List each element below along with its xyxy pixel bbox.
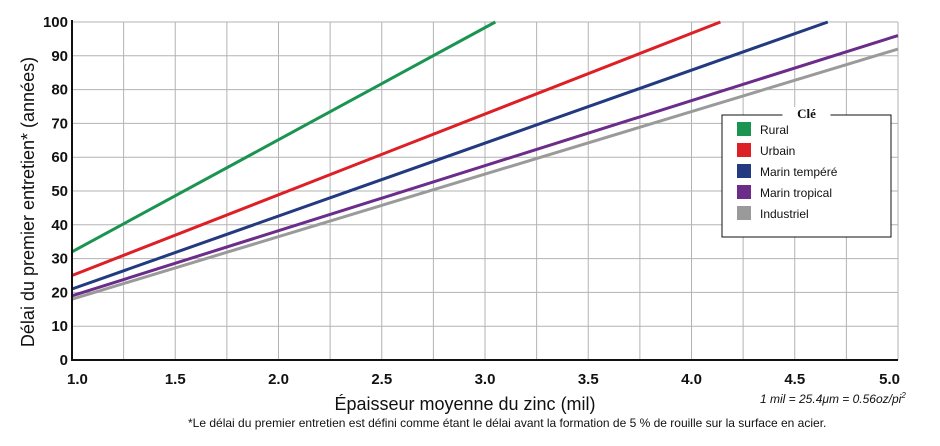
legend-swatch <box>737 185 751 199</box>
series-line-rural <box>71 20 497 254</box>
y-tick-labels: 0 10 20 30 40 50 60 70 80 90 100 <box>43 14 68 369</box>
legend-title-background <box>782 107 831 121</box>
legend-swatch <box>737 206 751 220</box>
x-tick-labels: 1.0 1.5 2.0 2.5 3.0 3.5 4.0 4.5 5.0 <box>67 371 900 388</box>
y-axis-title: Délai du premier entretien* (années) <box>18 57 38 347</box>
x-tick-label: 1.5 <box>165 371 186 388</box>
x-tick-label: 3.0 <box>475 371 496 388</box>
legend-label: Rural <box>760 123 789 137</box>
legend-label: Marin tempéré <box>760 165 838 179</box>
series-line-urbain <box>71 20 721 277</box>
x-tick-label: 1.0 <box>67 371 88 388</box>
y-tick-label: 50 <box>51 183 68 200</box>
legend-title: Clé <box>797 106 816 121</box>
x-tick-label: 5.0 <box>879 371 900 388</box>
x-axis-title: Épaisseur moyenne du zinc (mil) <box>334 394 595 414</box>
series-line-industriel <box>71 47 899 301</box>
y-tick-label: 100 <box>43 14 68 31</box>
y-tick-label: 30 <box>51 251 68 268</box>
legend-label: Industriel <box>760 207 809 221</box>
axes <box>71 20 898 361</box>
y-tick-label: 80 <box>51 82 68 99</box>
x-tick-label: 2.0 <box>268 371 289 388</box>
legend-label: Marin tropical <box>760 186 832 200</box>
y-tick-label: 90 <box>51 48 68 65</box>
legend-label: Urbain <box>760 144 795 158</box>
y-tick-label: 0 <box>60 352 68 369</box>
unit-note-text: 1 mil = 25.4μm = 0.56oz/pi <box>760 392 902 406</box>
series-line-marin-tempéré <box>71 20 829 291</box>
unit-note-superscript: 2 <box>901 391 906 400</box>
x-tick-label: 4.0 <box>681 371 702 388</box>
legend-swatch <box>737 164 751 178</box>
y-tick-label: 20 <box>51 284 68 301</box>
y-tick-label: 40 <box>51 217 68 234</box>
x-tick-label: 2.5 <box>371 371 392 388</box>
legend-swatch <box>737 122 751 136</box>
legend: Clé Rural Urbain Marin tempéré Marin tropica… <box>721 106 892 238</box>
y-tick-label: 60 <box>51 149 68 166</box>
x-tick-label: 4.5 <box>784 371 805 388</box>
x-tick-label: 3.5 <box>578 371 599 388</box>
y-tick-label: 70 <box>51 115 68 132</box>
footnote: *Le délai du premier entretien est défin… <box>188 416 827 430</box>
y-tick-label: 10 <box>51 318 68 335</box>
legend-swatch <box>737 143 751 157</box>
series-lines <box>71 20 899 301</box>
unit-note: 1 mil = 25.4μm = 0.56oz/pi2 <box>760 391 906 406</box>
series-line-marin-tropical <box>71 34 899 298</box>
